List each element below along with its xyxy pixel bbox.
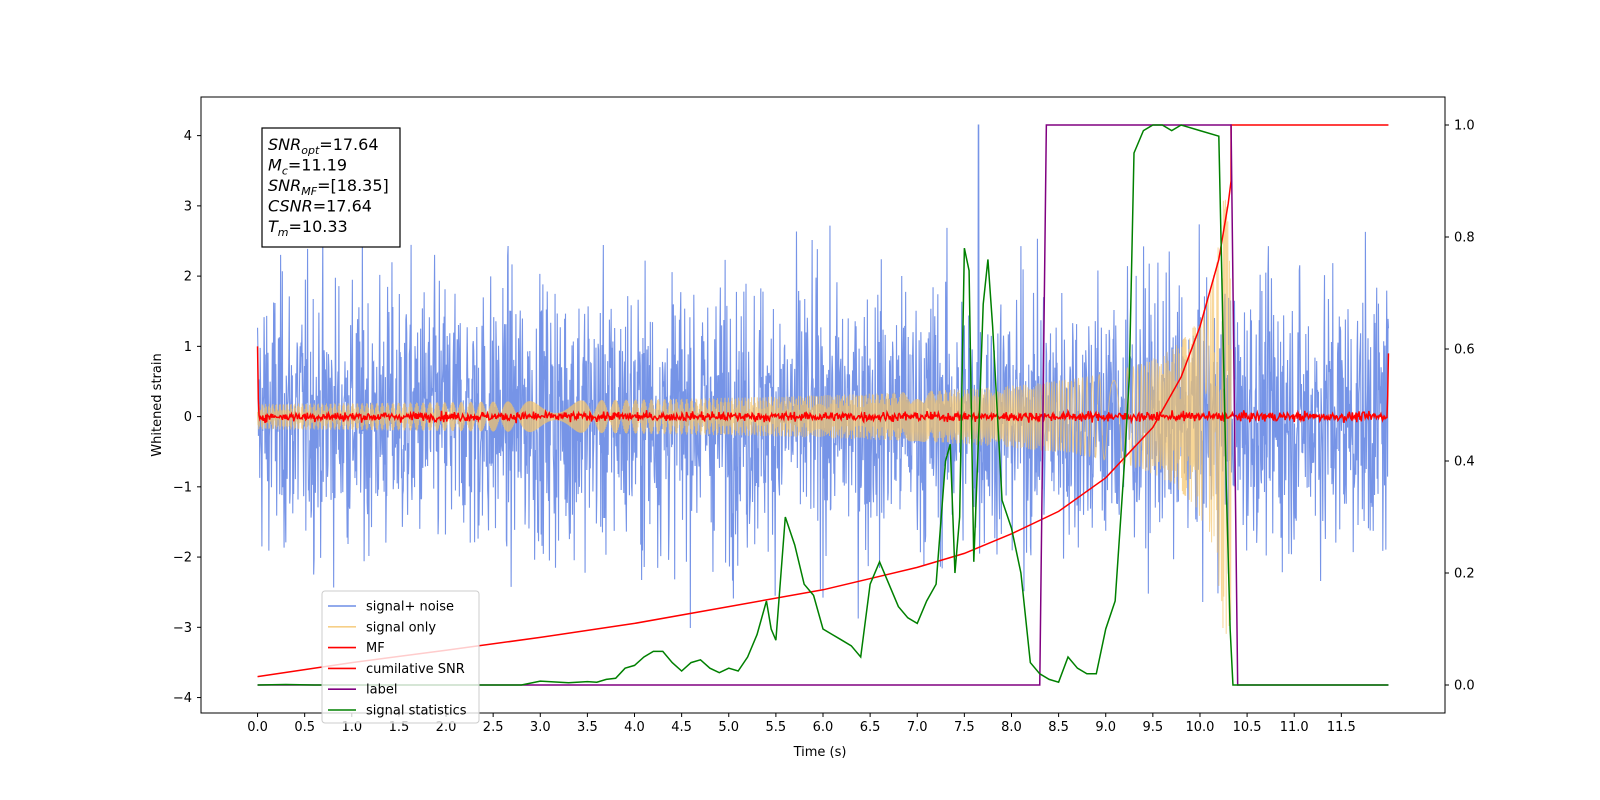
y-left-tick-label: −1 — [173, 480, 192, 495]
y-axis-right: 1.0 0.8 0.6 0.4 0.2 0.0 — [1445, 119, 1475, 694]
x-tick-label: 10.5 — [1233, 720, 1262, 735]
y-left-tick-label: 3 — [184, 199, 192, 214]
legend-label: signal statistics — [366, 704, 467, 719]
y-left-tick-label: −2 — [173, 551, 192, 566]
x-tick-label: 0.5 — [294, 720, 315, 735]
stats-line: Mc=11.19 — [268, 156, 347, 178]
x-tick-label: 8.5 — [1048, 720, 1069, 735]
x-tick-label: 5.5 — [766, 720, 787, 735]
x-tick-label: 10.0 — [1185, 720, 1214, 735]
x-tick-label: 4.0 — [624, 720, 645, 735]
y-left-tick-label: 2 — [184, 270, 192, 285]
x-tick-label: 5.0 — [718, 720, 739, 735]
legend-label: signal+ noise — [366, 600, 454, 615]
legend-item-signal-noise: signal+ noise — [328, 600, 454, 615]
y-left-tick-label: 0 — [184, 410, 192, 425]
x-tick-label: 3.0 — [530, 720, 551, 735]
plot-series-layer — [256, 124, 1390, 686]
y-right-tick-label: 0.2 — [1454, 567, 1475, 582]
x-tick-label: 6.0 — [813, 720, 834, 735]
x-axis: 0.0 0.5 1.0 1.5 2.0 2.5 3.0 3.5 4.0 4.5 5.0 5.5 6.0 6… — [247, 713, 1356, 735]
y-right-tick-label: 0.6 — [1454, 343, 1475, 358]
stats-box: SNRopt=17.64Mc=11.19SNRMF=[18.35]CSNR=17… — [261, 127, 401, 248]
legend-label: label — [366, 683, 397, 698]
series-signal-statistics-line — [257, 124, 1389, 686]
stats-box-frame — [261, 127, 401, 248]
x-tick-label: 0.0 — [247, 720, 268, 735]
legend-label: cumilative SNR — [366, 662, 465, 677]
x-tick-label: 3.5 — [577, 720, 598, 735]
y-right-tick-label: 0.4 — [1454, 455, 1475, 470]
y-left-tick-label: −3 — [173, 621, 192, 636]
legend-label: signal only — [366, 620, 436, 635]
stats-line: SNRMF=[18.35] — [268, 176, 389, 198]
y-axis-label: Whitened strain — [150, 353, 165, 456]
x-tick-label: 2.5 — [483, 720, 504, 735]
x-tick-label: 1.5 — [389, 720, 410, 735]
series-mf-line — [256, 346, 1390, 425]
y-axis-left: 4 3 2 1 0 −1 −2 −3 −4 — [173, 129, 201, 706]
y-right-tick-label: 1.0 — [1454, 119, 1475, 134]
legend-item-mf: MF — [328, 641, 385, 656]
stats-line: Tm=10.33 — [268, 217, 348, 239]
legend-item-signal-statistics: signal statistics — [328, 704, 467, 719]
legend: signal+ noise signal only MF cumilative SNR… — [321, 590, 480, 724]
x-tick-label: 1.0 — [341, 720, 362, 735]
x-tick-label: 4.5 — [671, 720, 692, 735]
x-tick-label: 11.0 — [1280, 720, 1309, 735]
x-tick-label: 8.0 — [1001, 720, 1022, 735]
stats-line: CSNR=17.64 — [268, 197, 372, 216]
x-tick-label: 7.5 — [954, 720, 975, 735]
x-tick-label: 9.5 — [1143, 720, 1164, 735]
legend-label: MF — [366, 641, 385, 656]
x-tick-label: 2.0 — [436, 720, 457, 735]
legend-item-signal-only: signal only — [328, 620, 436, 635]
y-right-tick-label: 0.0 — [1454, 679, 1475, 694]
y-left-tick-label: 4 — [184, 129, 192, 144]
x-tick-label: 7.0 — [907, 720, 928, 735]
y-left-tick-label: −4 — [173, 691, 192, 706]
x-tick-label: 9.0 — [1095, 720, 1116, 735]
x-tick-label: 6.5 — [860, 720, 881, 735]
legend-item-cumulative-snr: cumilative SNR — [328, 662, 465, 677]
y-right-tick-label: 0.8 — [1454, 231, 1475, 246]
series-cumulative-snr-line — [257, 124, 1389, 678]
legend-frame — [321, 590, 480, 724]
stats-line: SNRopt=17.64 — [268, 135, 379, 157]
legend-item-label: label — [328, 683, 397, 698]
x-axis-label: Time (s) — [793, 745, 847, 760]
y-left-tick-label: 1 — [184, 340, 192, 355]
x-tick-label: 11.5 — [1327, 720, 1356, 735]
